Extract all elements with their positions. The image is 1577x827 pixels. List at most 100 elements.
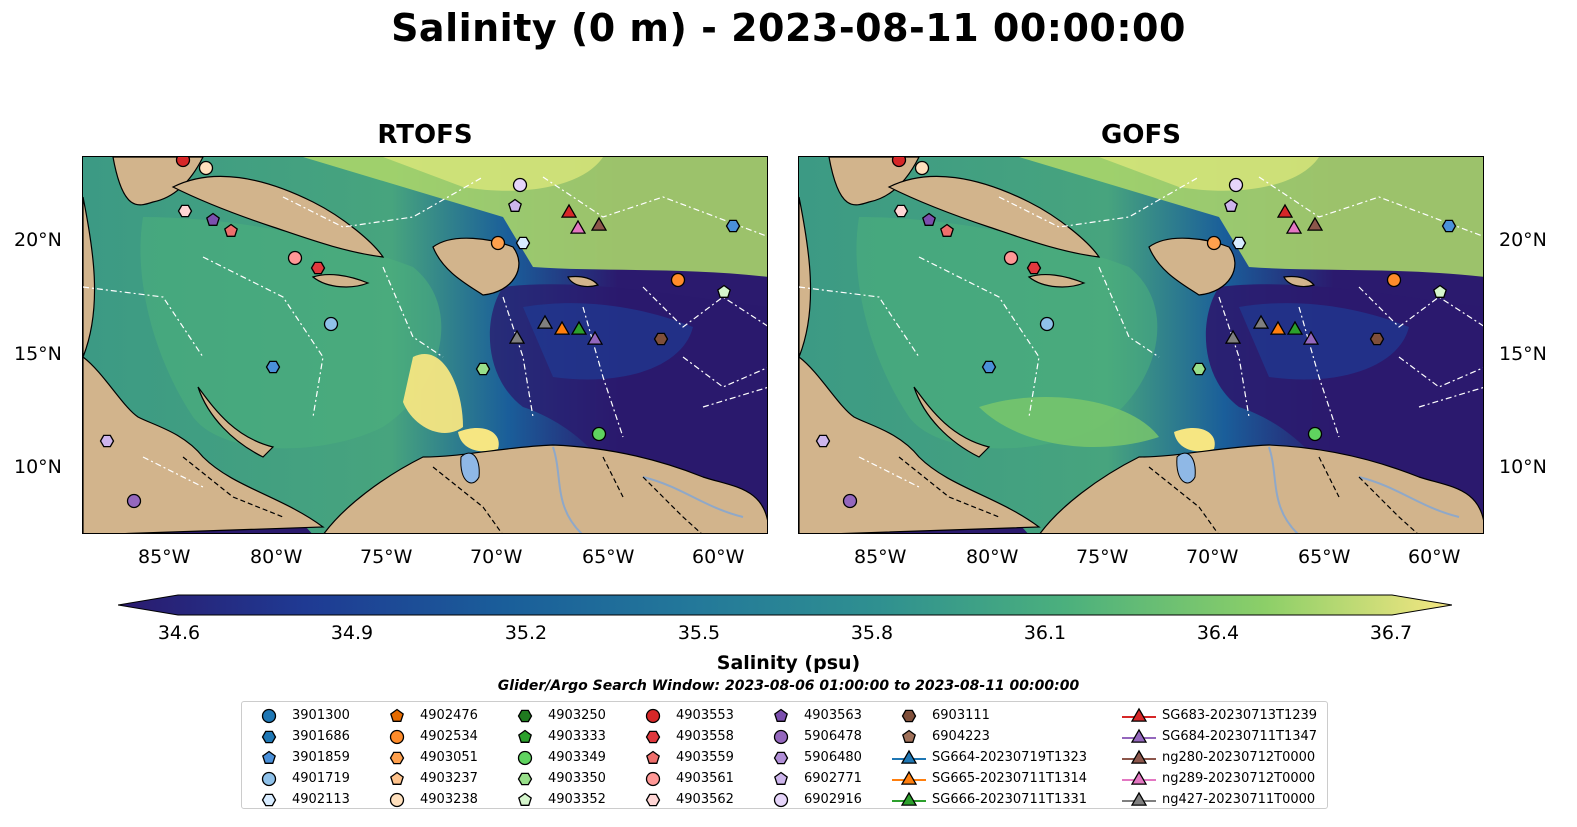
legend-marker-icon — [517, 709, 533, 722]
legend-marker-icon — [645, 730, 661, 743]
legend-label: 4903553 — [676, 708, 734, 723]
legend-item: 4902476 — [380, 705, 478, 726]
colorbar-tick: 36.1 — [1023, 622, 1067, 644]
legend-marker-icon — [518, 729, 532, 743]
lon-label: 85°W — [138, 546, 191, 568]
lat-label: 15°N — [14, 343, 62, 365]
lat-label: 20°N — [1499, 229, 1547, 251]
legend-marker-icon — [389, 729, 405, 744]
legend-marker-icon — [261, 730, 277, 743]
lon-label: 65°W — [582, 546, 635, 568]
legend-marker-icon — [774, 708, 788, 722]
colorbar-tick: 34.6 — [157, 622, 201, 644]
legend-label: 6904223 — [932, 729, 990, 744]
panel-title-gofs: GOFS — [1101, 120, 1181, 150]
lon-label: 75°W — [1076, 546, 1129, 568]
lon-label: 75°W — [360, 546, 413, 568]
legend-item: 4903238 — [380, 789, 478, 810]
lon-label: 60°W — [1408, 546, 1461, 568]
legend-marker-icon — [1122, 791, 1156, 806]
legend-label: 4903333 — [548, 729, 606, 744]
legend-marker-icon — [645, 793, 661, 806]
legend-marker-icon — [645, 708, 661, 723]
lon-label: 65°W — [1298, 546, 1351, 568]
legend-marker-icon — [1122, 707, 1156, 722]
legend-label: 4903250 — [548, 708, 606, 723]
legend-label: 4903349 — [548, 750, 606, 765]
legend-item: SG684-20230711T1347 — [1122, 726, 1317, 747]
search-window-caption: Glider/Argo Search Window: 2023-08-06 01… — [497, 678, 1080, 694]
legend-marker-icon — [774, 771, 788, 785]
legend-marker-icon — [892, 791, 926, 806]
legend-marker-icon — [261, 708, 277, 723]
legend-marker-icon — [389, 792, 405, 807]
legend-item: 4903563 — [764, 705, 862, 726]
legend-marker-icon — [262, 750, 276, 764]
legend-marker-icon — [389, 751, 405, 764]
lon-label: 80°W — [966, 546, 1019, 568]
legend-label: 4903051 — [420, 750, 478, 765]
legend-marker-icon — [646, 750, 660, 764]
legend-marker-icon — [261, 771, 277, 786]
legend-label: SG684-20230711T1347 — [1162, 729, 1318, 744]
legend-label: 4903352 — [548, 792, 606, 807]
legend-label: SG683-20230713T1239 — [1162, 708, 1318, 723]
figure-title: Salinity (0 m) - 2023-08-11 00:00:00 — [391, 6, 1186, 50]
legend-label: 6903111 — [932, 708, 990, 723]
legend-label: SG665-20230711T1314 — [932, 771, 1088, 786]
legend-marker-icon — [902, 729, 916, 743]
legend-item: 4903553 — [636, 705, 734, 726]
legend-label: 5906478 — [804, 729, 862, 744]
colorbar-tick: 35.5 — [677, 622, 721, 644]
legend-item: 4901719 — [252, 768, 350, 789]
colorbar-tick: 35.8 — [850, 622, 894, 644]
legend-item: 4903250 — [508, 705, 606, 726]
legend-label: 3901300 — [292, 708, 350, 723]
lat-label: 20°N — [14, 229, 62, 251]
legend-item: 3901859 — [252, 747, 350, 768]
legend-item: 5906480 — [764, 747, 862, 768]
legend-item: 4903051 — [380, 747, 478, 768]
legend-marker-icon — [518, 792, 532, 806]
legend-item: 4903352 — [508, 789, 606, 810]
legend-label: 4903559 — [676, 750, 734, 765]
lat-label: 10°N — [14, 456, 62, 478]
legend-item: 4903349 — [508, 747, 606, 768]
legend-marker-icon — [517, 750, 533, 765]
legend-label: 4903350 — [548, 771, 606, 786]
legend-marker-icon — [517, 772, 533, 785]
legend-marker-icon — [773, 729, 789, 744]
legend-item: 6904223 — [892, 726, 1087, 747]
lon-label: 80°W — [250, 546, 303, 568]
legend: 3901300 3901686 3901859 4901719 4902113 49024… — [241, 701, 1328, 809]
legend-label: 4903558 — [676, 729, 734, 744]
legend-item: 4902534 — [380, 726, 478, 747]
legend-label: 4903238 — [420, 792, 478, 807]
lat-label: 10°N — [1499, 456, 1547, 478]
legend-marker-icon — [645, 771, 661, 786]
legend-label: 4903561 — [676, 771, 734, 786]
legend-item: 4903561 — [636, 768, 734, 789]
legend-label: 6902771 — [804, 771, 862, 786]
panel-title-rtofs: RTOFS — [377, 120, 473, 150]
legend-label: 4902476 — [420, 708, 478, 723]
legend-marker-icon — [261, 793, 277, 806]
legend-label: 4903562 — [676, 792, 734, 807]
legend-label: ng280-20230712T0000 — [1162, 750, 1316, 765]
legend-item: 4903350 — [508, 768, 606, 789]
legend-marker-icon — [901, 709, 917, 722]
legend-item: 4903558 — [636, 726, 734, 747]
legend-label: 4902534 — [420, 729, 478, 744]
legend-label: 5906480 — [804, 750, 862, 765]
legend-marker-icon — [1122, 770, 1156, 785]
legend-marker-icon — [892, 770, 926, 785]
legend-item: ng280-20230712T0000 — [1122, 747, 1317, 768]
legend-marker-icon — [773, 751, 789, 764]
legend-item: 4902113 — [252, 789, 350, 810]
legend-label: 4903563 — [804, 708, 862, 723]
legend-item: ng427-20230711T0000 — [1122, 789, 1317, 810]
colorbar-tick: 36.7 — [1369, 622, 1413, 644]
legend-item: 4903237 — [380, 768, 478, 789]
map-rtofs — [82, 156, 768, 534]
legend-label: 3901859 — [292, 750, 350, 765]
